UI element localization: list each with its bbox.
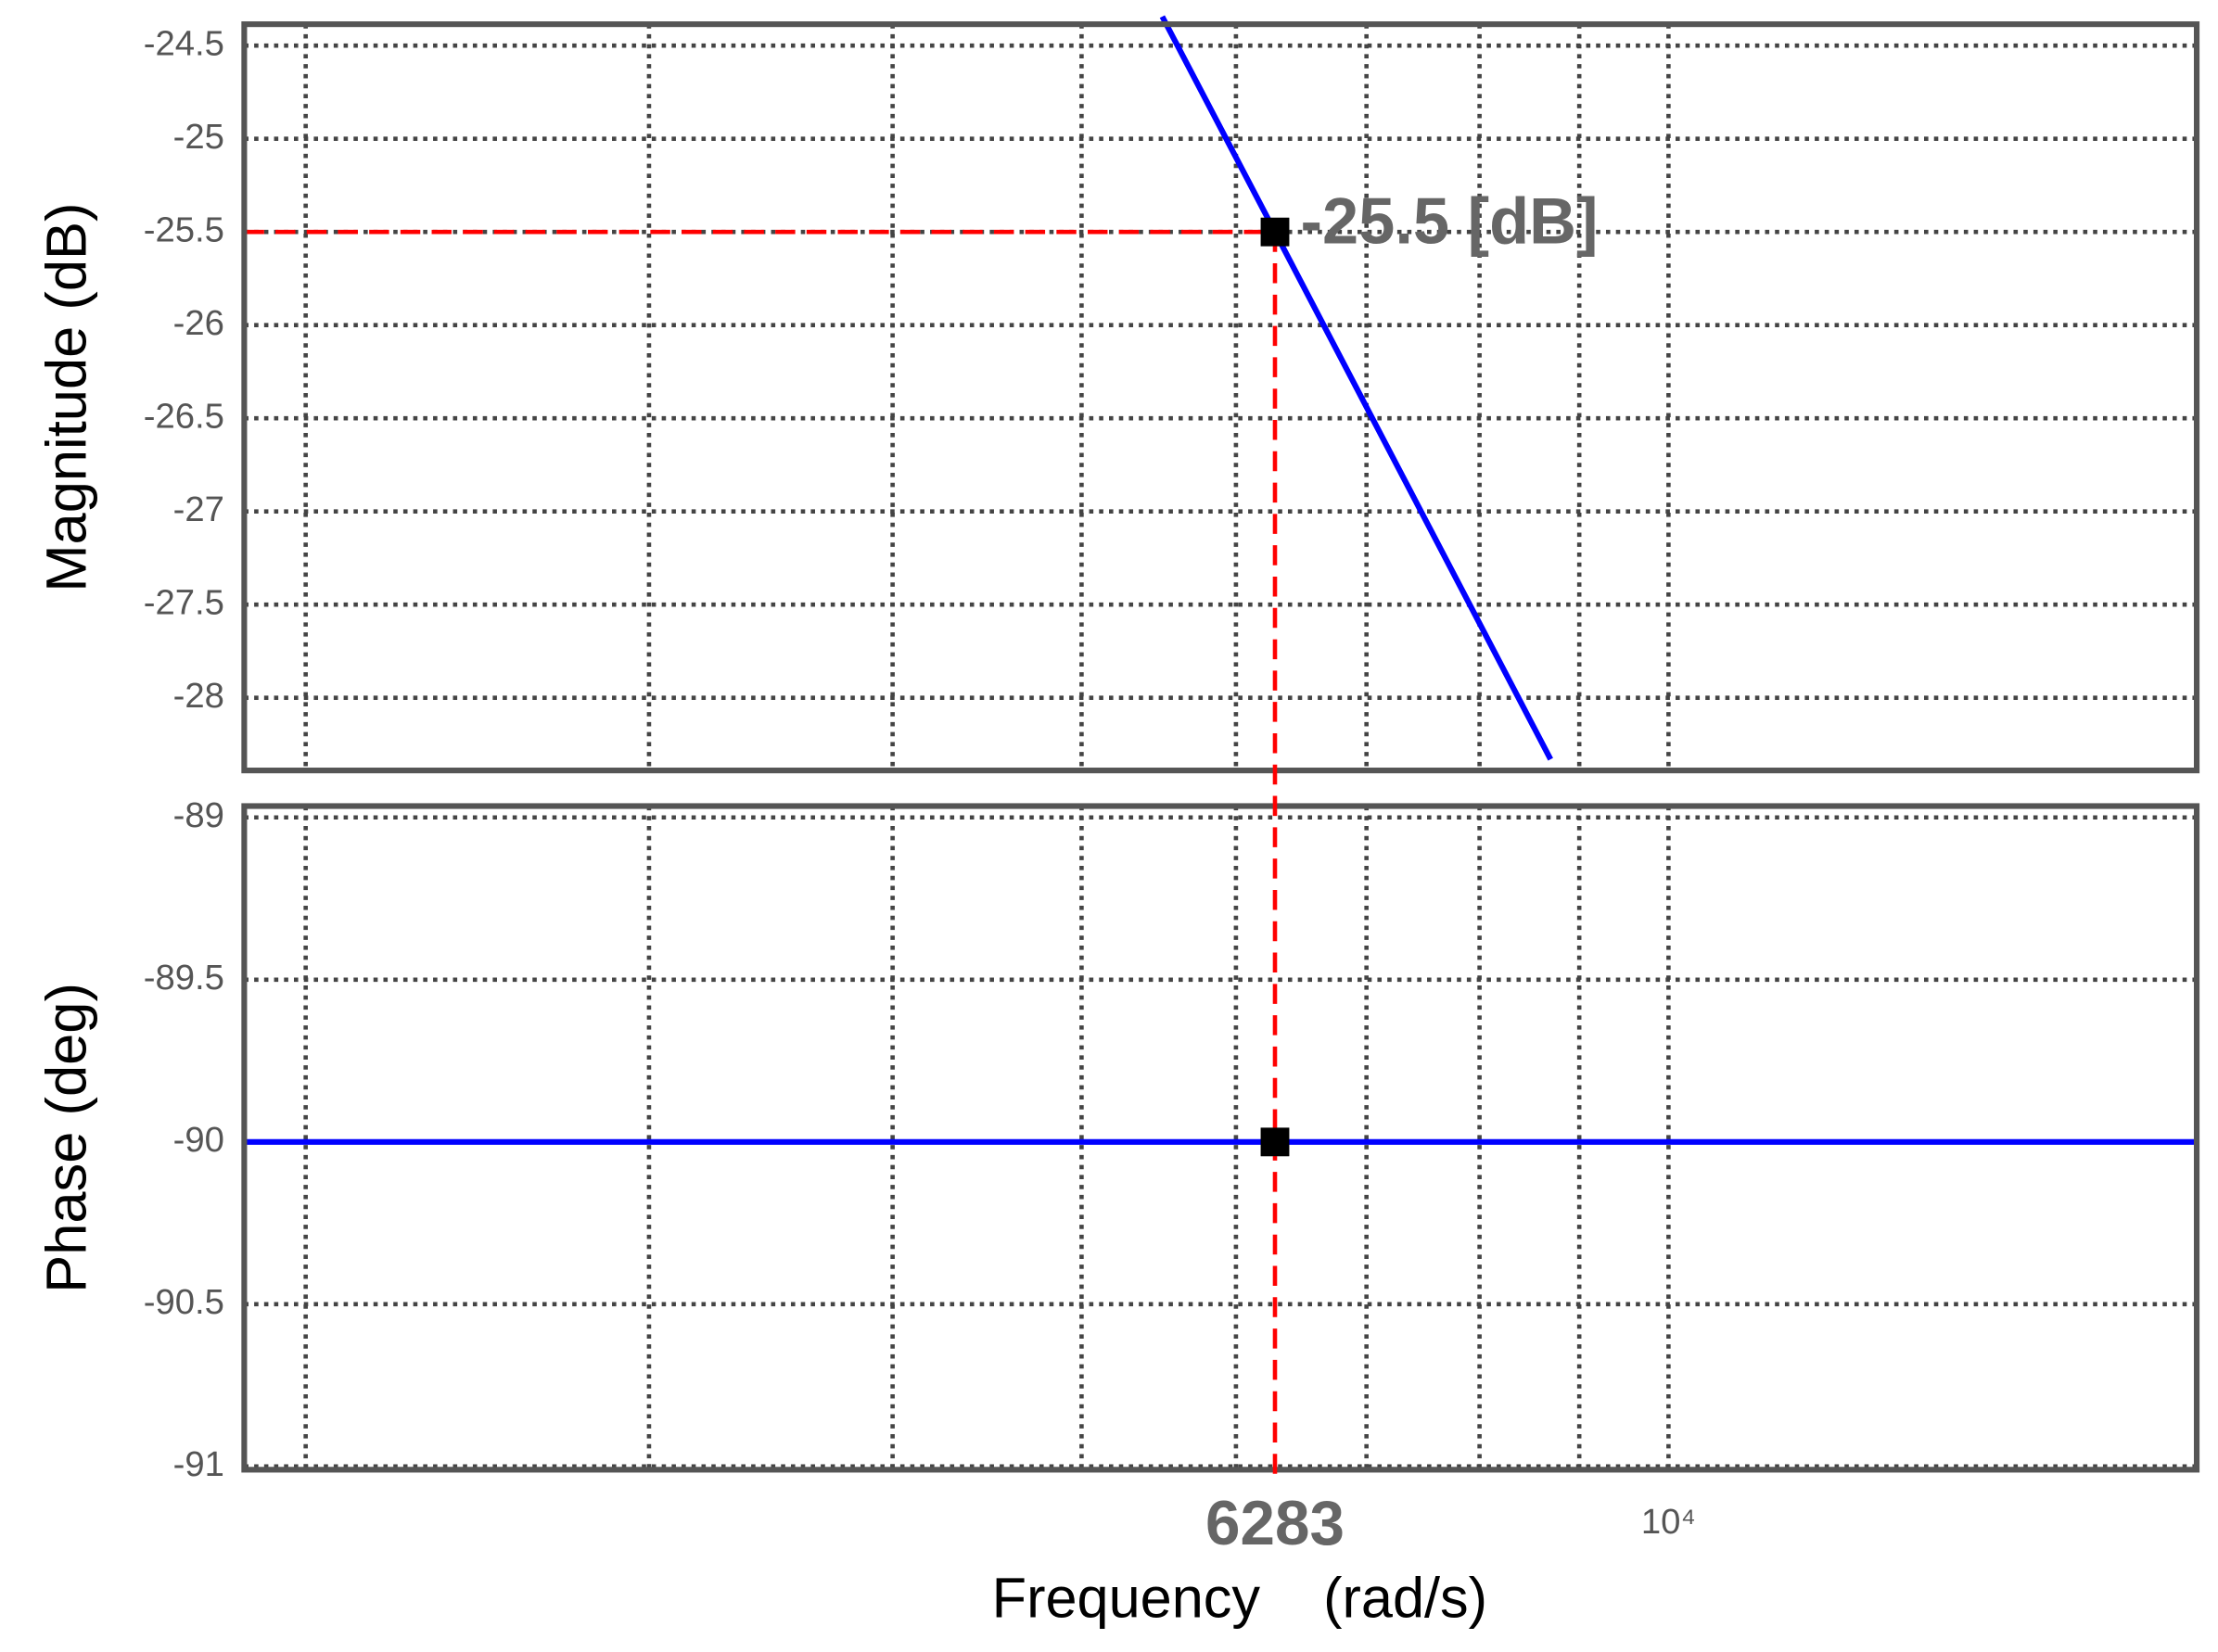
plot-area [244,24,2198,771]
y-tick-label: -91 [173,1444,224,1484]
marker-x-label: 6283 [1205,1489,1345,1558]
y-tick-label: -24.5 [144,23,224,63]
y-tick-label: -25.5 [144,210,224,249]
y-axis-label: Phase (deg) [35,983,99,1293]
y-tick-label: -25 [173,117,224,157]
marker-label: -25.5 [dB] [1301,184,1599,258]
y-tick-label: -27 [173,489,224,529]
marker [1260,217,1290,247]
y-tick-label: -90.5 [144,1282,224,1322]
plot-border [241,21,2200,774]
x-axis-label: Frequency (rad/s) [992,1566,1487,1630]
y-tick-label: -27.5 [144,582,224,622]
y-tick-label: -89.5 [144,958,224,998]
y-tick-label: -26 [173,303,224,343]
y-tick-label: -26.5 [144,396,224,436]
y-tick-label: -89 [173,795,224,835]
marker [1260,1127,1290,1157]
y-axis-label: Magnitude (dB) [35,203,99,592]
y-tick-label: -28 [173,676,224,716]
plot-area [244,806,2198,1470]
x-tick-label: 10⁴ [1641,1502,1696,1542]
plot-border [241,803,2200,1473]
y-tick-label: -90 [173,1120,224,1160]
